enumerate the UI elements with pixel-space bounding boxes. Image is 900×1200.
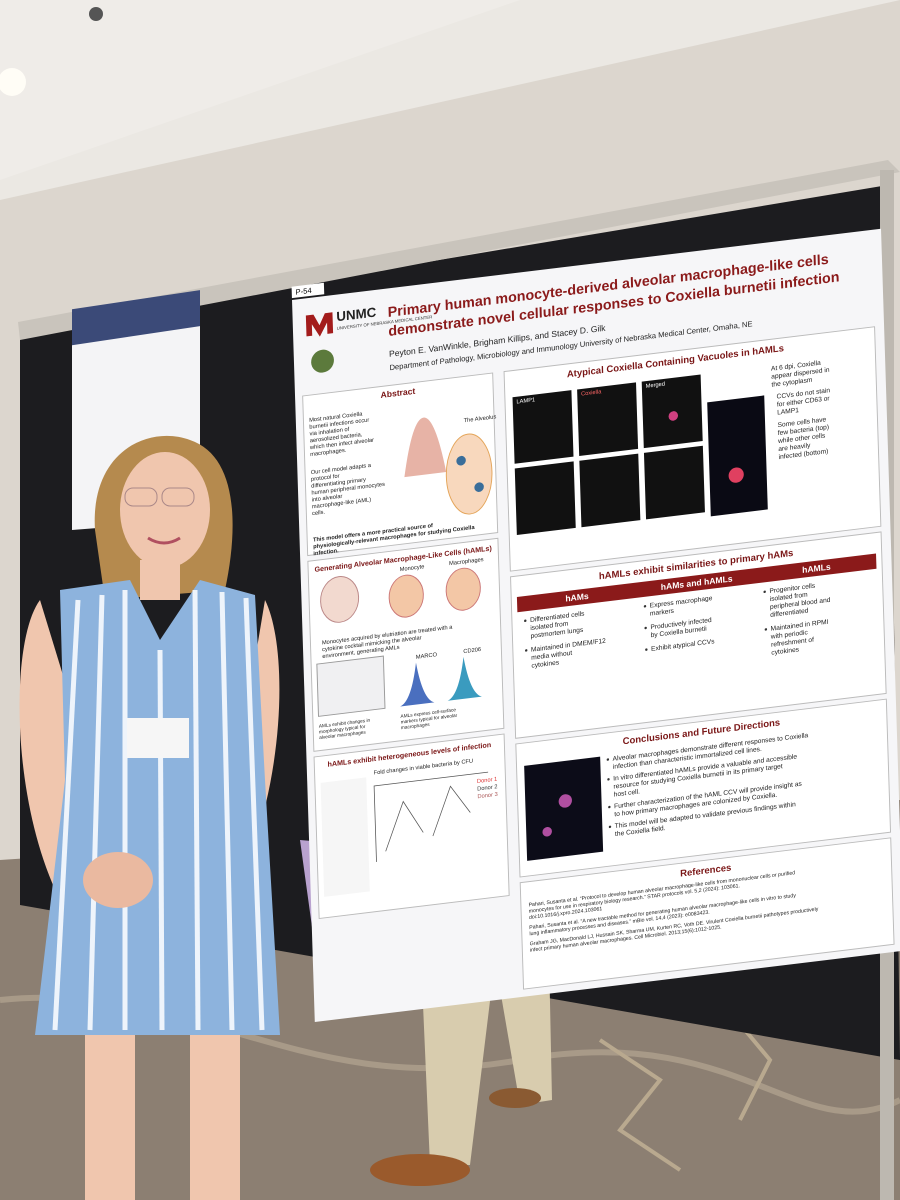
ceiling-light	[0, 68, 26, 96]
name-badge	[127, 718, 189, 758]
seal	[311, 349, 334, 373]
micrograph	[641, 374, 703, 449]
histogram-figure	[400, 662, 435, 707]
cell-figure	[542, 826, 552, 837]
similarities-panel	[510, 531, 887, 739]
micrograph	[512, 390, 574, 464]
bullet-dot	[764, 628, 768, 631]
bullet-dot	[644, 626, 647, 630]
smile	[147, 536, 181, 545]
column-heading: hAMs	[565, 591, 589, 604]
figure-label: Monocyte	[400, 564, 425, 573]
legend-entry: Donor 3	[477, 792, 497, 800]
column-heading: hAMLs	[802, 562, 831, 575]
cell-figure	[388, 574, 424, 618]
micrograph	[524, 756, 604, 861]
neck	[140, 560, 180, 600]
glasses	[124, 487, 158, 507]
board-frame	[18, 160, 900, 340]
bullet-dot	[524, 619, 527, 623]
face	[120, 452, 210, 568]
panel-label: Merged	[646, 382, 666, 390]
bacteria-cluster	[668, 411, 679, 421]
abstract-heading: Abstract	[380, 386, 415, 400]
hands	[83, 852, 153, 908]
lung-figure	[404, 417, 447, 478]
histogram-figure	[447, 656, 482, 701]
legend-entry: Donor 2	[477, 784, 497, 792]
bullet-dot	[524, 649, 528, 652]
bullet-dot	[606, 758, 610, 761]
morphology-figure	[316, 655, 386, 717]
conclusions-panel	[515, 698, 892, 878]
poster: P-54 UNMC UNIVERSITY OF NEBRASKA MEDICAL…	[291, 228, 900, 1023]
legend-entry: Donor 1	[477, 777, 497, 785]
cell-figure	[445, 567, 481, 611]
bacteria-cluster	[728, 467, 744, 483]
visitor-shoe	[489, 1088, 541, 1108]
board-id: P-54	[295, 286, 312, 297]
visitor-shoe	[370, 1154, 470, 1186]
cell-figure	[558, 794, 572, 808]
figure-label: Macrophages	[449, 557, 484, 567]
line-figure	[373, 771, 489, 862]
neighbor-poster-header	[72, 290, 200, 346]
logo-name: UNMC	[336, 304, 377, 324]
micrograph	[577, 382, 639, 456]
micrograph	[579, 453, 641, 528]
dress	[35, 580, 280, 1035]
board-tag	[291, 282, 325, 299]
person	[19, 435, 280, 1200]
figure-label: The Alveolus	[464, 414, 497, 424]
bullet-dot	[607, 778, 610, 781]
panel-label: LAMP1	[516, 397, 535, 405]
figure-label: CD206	[463, 647, 481, 655]
cell-figure	[320, 576, 360, 623]
sprinkler	[89, 7, 103, 21]
ceiling-panel	[0, 0, 520, 180]
references-panel	[519, 837, 895, 990]
glasses	[161, 487, 195, 507]
alveolus-figure	[445, 433, 493, 515]
leg	[190, 1035, 240, 1200]
macrophage-figure	[474, 482, 484, 492]
dress-stripes	[52, 589, 265, 1031]
table-header	[516, 553, 877, 613]
micrograph	[643, 445, 705, 520]
macrophage-figure	[456, 455, 466, 466]
bullet-dot	[608, 825, 612, 829]
ccv-bullet: Some cells havefew bacteria (top)while o…	[776, 416, 829, 461]
text-block	[320, 777, 370, 897]
micrograph	[514, 461, 576, 536]
bullet-dot	[645, 648, 648, 651]
panel-label: Coxiella	[581, 389, 602, 398]
micrograph	[707, 395, 768, 517]
bullet-dot	[608, 805, 611, 809]
figure-label: MARCO	[416, 652, 438, 661]
bullet-dot	[763, 590, 766, 594]
leg	[85, 1035, 135, 1200]
abstract-panel	[302, 372, 499, 557]
logo-mark	[305, 312, 334, 337]
bullet-dot	[643, 605, 647, 608]
